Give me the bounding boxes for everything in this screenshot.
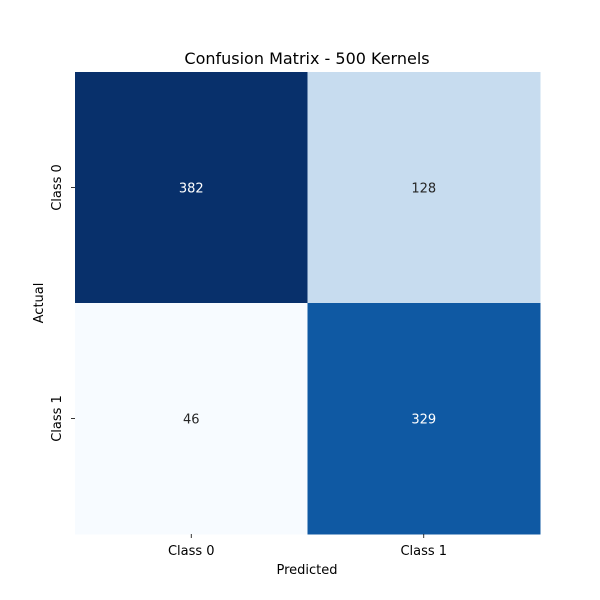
x-tick-label-0: Class 0 bbox=[168, 544, 215, 559]
cell-value-r1-c1: 329 bbox=[411, 413, 436, 428]
y-tick-label-0: Class 0 bbox=[50, 164, 65, 211]
y-axis-label: Actual bbox=[32, 283, 47, 324]
heatmap-cell-r0-c0 bbox=[75, 72, 308, 304]
x-tick-label-1: Class 1 bbox=[400, 544, 447, 559]
x-axis: Class 0 Class 1 bbox=[168, 534, 447, 559]
heatmap-cell-r1-c0 bbox=[75, 303, 308, 535]
x-axis-label: Predicted bbox=[276, 563, 337, 578]
y-tick-label-1: Class 1 bbox=[50, 395, 65, 442]
cell-value-r0-c1: 128 bbox=[411, 182, 436, 197]
heatmap-cell-r0-c1 bbox=[307, 72, 541, 304]
y-axis: Class 0 Class 1 bbox=[50, 164, 75, 442]
cell-value-r1-c0: 46 bbox=[183, 413, 200, 428]
cell-annotations: 382 128 46 329 bbox=[179, 182, 436, 428]
heatmap-cell-r1-c1 bbox=[307, 303, 541, 535]
heatmap-cells bbox=[75, 72, 541, 535]
chart-title: Confusion Matrix - 500 Kernels bbox=[184, 49, 429, 68]
cell-value-r0-c0: 382 bbox=[179, 182, 204, 197]
